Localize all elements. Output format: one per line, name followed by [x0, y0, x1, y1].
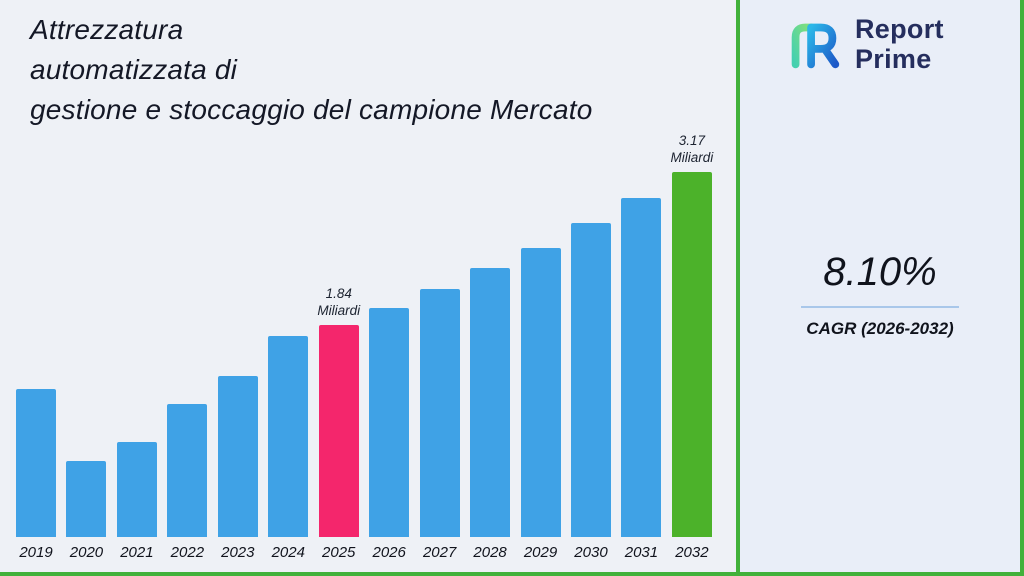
x-tick-2019: 2019 [19, 544, 53, 561]
bar-value-label-2025: 1.84 Miliardi [317, 285, 361, 319]
x-tick-2032: 2032 [675, 544, 709, 561]
bar-column-2030 [570, 223, 611, 537]
bar-2020 [66, 461, 107, 537]
bar-column-2022 [167, 404, 208, 537]
x-tick-2029: 2029 [523, 544, 558, 561]
bar-column-2023 [217, 376, 258, 537]
main-panel: Attrezzatura automatizzata di gestione e… [16, 10, 730, 561]
x-tick-2028: 2028 [473, 544, 507, 561]
x-tick-2031: 2031 [624, 544, 659, 561]
sidebar: Report Prime 8.10% CAGR (2026-2032) [740, 0, 1020, 576]
bar-2022 [167, 404, 208, 537]
bar-column-2027 [419, 289, 460, 537]
bar-column-2026 [369, 308, 410, 537]
bar-2023 [217, 376, 258, 537]
title-line-1: Attrezzatura [30, 14, 184, 45]
bar-2030 [570, 223, 611, 537]
stat-underline [801, 306, 959, 308]
bar-column-2029 [520, 248, 561, 537]
bar-value-label-2032: 3.17 Miliardi [670, 132, 714, 166]
bar-column-2021 [116, 442, 157, 537]
bar-column-2031 [621, 198, 662, 537]
x-tick-2027: 2027 [422, 544, 457, 561]
page-title: Attrezzatura automatizzata di gestione e… [30, 10, 730, 130]
bar-column-2024 [268, 336, 309, 537]
edge-right [1020, 0, 1024, 576]
bar-column-2032: 3.17 Miliardi [670, 132, 714, 537]
cagr-stat: 8.10% CAGR (2026-2032) [740, 250, 1020, 339]
brand-name: Report Prime [855, 14, 944, 74]
bar-2024 [268, 336, 309, 537]
x-tick-2021: 2021 [120, 544, 154, 561]
brand-logo: Report Prime [782, 14, 944, 74]
panel-divider [736, 0, 740, 576]
bar-2028 [470, 268, 511, 537]
chart-plot: 1.84 Miliardi 3.17 Miliardi [16, 133, 713, 537]
bar-chart: 1.84 Miliardi 3.17 Miliardi 2019 2020 2021 202… [16, 133, 713, 561]
x-tick-2022: 2022 [170, 544, 205, 561]
bar-2021 [116, 442, 157, 537]
bar-2032 [671, 172, 712, 537]
cagr-label: CAGR (2026-2032) [806, 319, 954, 338]
x-tick-2026: 2026 [372, 544, 406, 561]
edge-bottom [0, 572, 1024, 576]
chart-x-axis: 2019 2020 2021 2022 2023 2024 2025 2026 2027 2028… [16, 544, 712, 561]
x-tick-2020: 2020 [69, 544, 104, 561]
bar-2025 [318, 325, 359, 537]
brand-name-line-1: Report [855, 14, 944, 44]
bar-column-2028 [470, 268, 511, 537]
x-tick-2030: 2030 [574, 544, 608, 561]
bar-2026 [369, 308, 410, 537]
bar-2027 [419, 289, 460, 537]
bar-column-2019 [16, 389, 56, 537]
bar-2019 [16, 389, 56, 537]
bar-column-2020 [66, 461, 107, 537]
bar-2031 [621, 198, 662, 537]
report-prime-logo-icon [791, 23, 840, 69]
title-line-2: automatizzata di [30, 54, 238, 85]
brand-name-line-2: Prime [855, 44, 932, 74]
x-tick-2023: 2023 [221, 544, 255, 561]
bar-2029 [520, 248, 561, 537]
cagr-value: 8.10% [823, 250, 937, 294]
x-tick-2024: 2024 [271, 544, 305, 561]
title-line-3: gestione e stoccaggio del campione Merca… [30, 94, 593, 125]
bar-column-2025: 1.84 Miliardi [317, 285, 361, 537]
x-tick-2025: 2025 [322, 544, 356, 561]
